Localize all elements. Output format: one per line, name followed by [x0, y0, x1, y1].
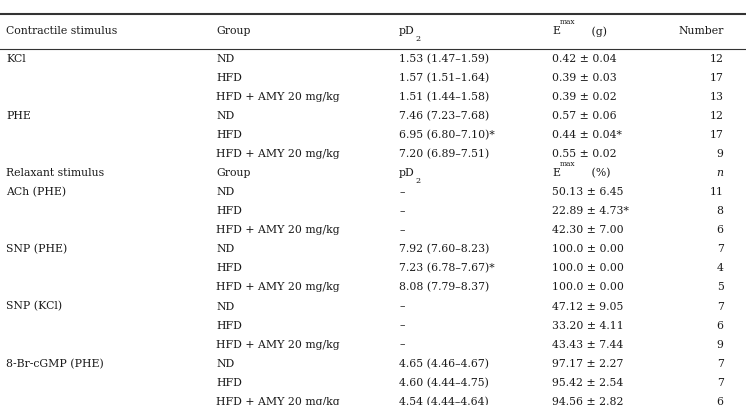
Text: HFD: HFD	[216, 378, 242, 388]
Text: 7.92 (7.60–8.23): 7.92 (7.60–8.23)	[399, 244, 489, 255]
Text: Relaxant stimulus: Relaxant stimulus	[6, 168, 104, 178]
Text: 50.13 ± 6.45: 50.13 ± 6.45	[552, 188, 624, 197]
Text: Group: Group	[216, 26, 251, 36]
Text: HFD: HFD	[216, 207, 242, 216]
Text: 9: 9	[717, 340, 724, 350]
Text: 0.55 ± 0.02: 0.55 ± 0.02	[552, 149, 617, 159]
Text: –: –	[399, 340, 404, 350]
Text: Group: Group	[216, 168, 251, 178]
Text: 43.43 ± 7.44: 43.43 ± 7.44	[552, 340, 624, 350]
Text: HFD + AMY 20 mg/kg: HFD + AMY 20 mg/kg	[216, 283, 340, 292]
Text: 5: 5	[717, 283, 724, 292]
Text: 97.17 ± 2.27: 97.17 ± 2.27	[552, 359, 624, 369]
Text: SNP (KCl): SNP (KCl)	[6, 301, 62, 312]
Text: 4.54 (4.44–4.64): 4.54 (4.44–4.64)	[399, 396, 489, 405]
Text: 6: 6	[717, 226, 724, 235]
Text: 7.20 (6.89–7.51): 7.20 (6.89–7.51)	[399, 149, 489, 160]
Text: pD: pD	[399, 26, 415, 36]
Text: HFD + AMY 20 mg/kg: HFD + AMY 20 mg/kg	[216, 149, 340, 159]
Text: 13: 13	[709, 92, 724, 102]
Text: HFD + AMY 20 mg/kg: HFD + AMY 20 mg/kg	[216, 340, 340, 350]
Text: E: E	[552, 26, 560, 36]
Text: 0.57 ± 0.06: 0.57 ± 0.06	[552, 111, 617, 121]
Text: 8-Br-cGMP (PHE): 8-Br-cGMP (PHE)	[6, 358, 104, 369]
Text: Contractile stimulus: Contractile stimulus	[6, 26, 117, 36]
Text: ND: ND	[216, 188, 234, 197]
Text: ACh (PHE): ACh (PHE)	[6, 187, 66, 198]
Text: ND: ND	[216, 359, 234, 369]
Text: HFD + AMY 20 mg/kg: HFD + AMY 20 mg/kg	[216, 397, 340, 405]
Text: 0.42 ± 0.04: 0.42 ± 0.04	[552, 54, 617, 64]
Text: 42.30 ± 7.00: 42.30 ± 7.00	[552, 226, 624, 235]
Text: –: –	[399, 226, 404, 235]
Text: 7: 7	[717, 302, 724, 311]
Text: 7.23 (6.78–7.67)*: 7.23 (6.78–7.67)*	[399, 263, 495, 274]
Text: Number: Number	[678, 26, 724, 36]
Text: 33.20 ± 4.11: 33.20 ± 4.11	[552, 321, 624, 330]
Text: –: –	[399, 321, 404, 330]
Text: n: n	[717, 168, 724, 178]
Text: 7.46 (7.23–7.68): 7.46 (7.23–7.68)	[399, 111, 489, 122]
Text: 8: 8	[717, 207, 724, 216]
Text: 11: 11	[709, 188, 724, 197]
Text: ND: ND	[216, 111, 234, 121]
Text: 12: 12	[709, 54, 724, 64]
Text: 9: 9	[717, 149, 724, 159]
Text: 8.08 (7.79–8.37): 8.08 (7.79–8.37)	[399, 282, 489, 293]
Text: 17: 17	[709, 130, 724, 140]
Text: 2: 2	[416, 35, 421, 43]
Text: –: –	[399, 302, 404, 311]
Text: max: max	[560, 19, 576, 26]
Text: ND: ND	[216, 245, 234, 254]
Text: (%): (%)	[588, 168, 610, 179]
Text: 1.51 (1.44–1.58): 1.51 (1.44–1.58)	[399, 92, 489, 102]
Text: 7: 7	[717, 359, 724, 369]
Text: HFD + AMY 20 mg/kg: HFD + AMY 20 mg/kg	[216, 226, 340, 235]
Text: max: max	[560, 160, 576, 168]
Text: 2: 2	[416, 177, 421, 185]
Text: (g): (g)	[588, 26, 606, 37]
Text: 22.89 ± 4.73*: 22.89 ± 4.73*	[552, 207, 629, 216]
Text: HFD + AMY 20 mg/kg: HFD + AMY 20 mg/kg	[216, 92, 340, 102]
Text: –: –	[399, 188, 404, 197]
Text: 47.12 ± 9.05: 47.12 ± 9.05	[552, 302, 624, 311]
Text: 100.0 ± 0.00: 100.0 ± 0.00	[552, 283, 624, 292]
Text: 4.60 (4.44–4.75): 4.60 (4.44–4.75)	[399, 377, 489, 388]
Text: 100.0 ± 0.00: 100.0 ± 0.00	[552, 245, 624, 254]
Text: KCl: KCl	[6, 54, 25, 64]
Text: 0.39 ± 0.03: 0.39 ± 0.03	[552, 73, 617, 83]
Text: pD: pD	[399, 168, 415, 178]
Text: HFD: HFD	[216, 73, 242, 83]
Text: 94.56 ± 2.82: 94.56 ± 2.82	[552, 397, 624, 405]
Text: 4: 4	[717, 264, 724, 273]
Text: ND: ND	[216, 54, 234, 64]
Text: 6.95 (6.80–7.10)*: 6.95 (6.80–7.10)*	[399, 130, 495, 141]
Text: 1.53 (1.47–1.59): 1.53 (1.47–1.59)	[399, 54, 489, 64]
Text: 1.57 (1.51–1.64): 1.57 (1.51–1.64)	[399, 73, 489, 83]
Text: –: –	[399, 207, 404, 216]
Text: PHE: PHE	[6, 111, 31, 121]
Text: 100.0 ± 0.00: 100.0 ± 0.00	[552, 264, 624, 273]
Text: SNP (PHE): SNP (PHE)	[6, 244, 67, 255]
Text: 12: 12	[709, 111, 724, 121]
Text: 6: 6	[717, 397, 724, 405]
Text: HFD: HFD	[216, 130, 242, 140]
Text: 0.39 ± 0.02: 0.39 ± 0.02	[552, 92, 617, 102]
Text: E: E	[552, 168, 560, 178]
Text: 95.42 ± 2.54: 95.42 ± 2.54	[552, 378, 624, 388]
Text: HFD: HFD	[216, 321, 242, 330]
Text: ND: ND	[216, 302, 234, 311]
Text: HFD: HFD	[216, 264, 242, 273]
Text: 7: 7	[717, 378, 724, 388]
Text: 7: 7	[717, 245, 724, 254]
Text: 4.65 (4.46–4.67): 4.65 (4.46–4.67)	[399, 358, 489, 369]
Text: 17: 17	[709, 73, 724, 83]
Text: 0.44 ± 0.04*: 0.44 ± 0.04*	[552, 130, 622, 140]
Text: 6: 6	[717, 321, 724, 330]
